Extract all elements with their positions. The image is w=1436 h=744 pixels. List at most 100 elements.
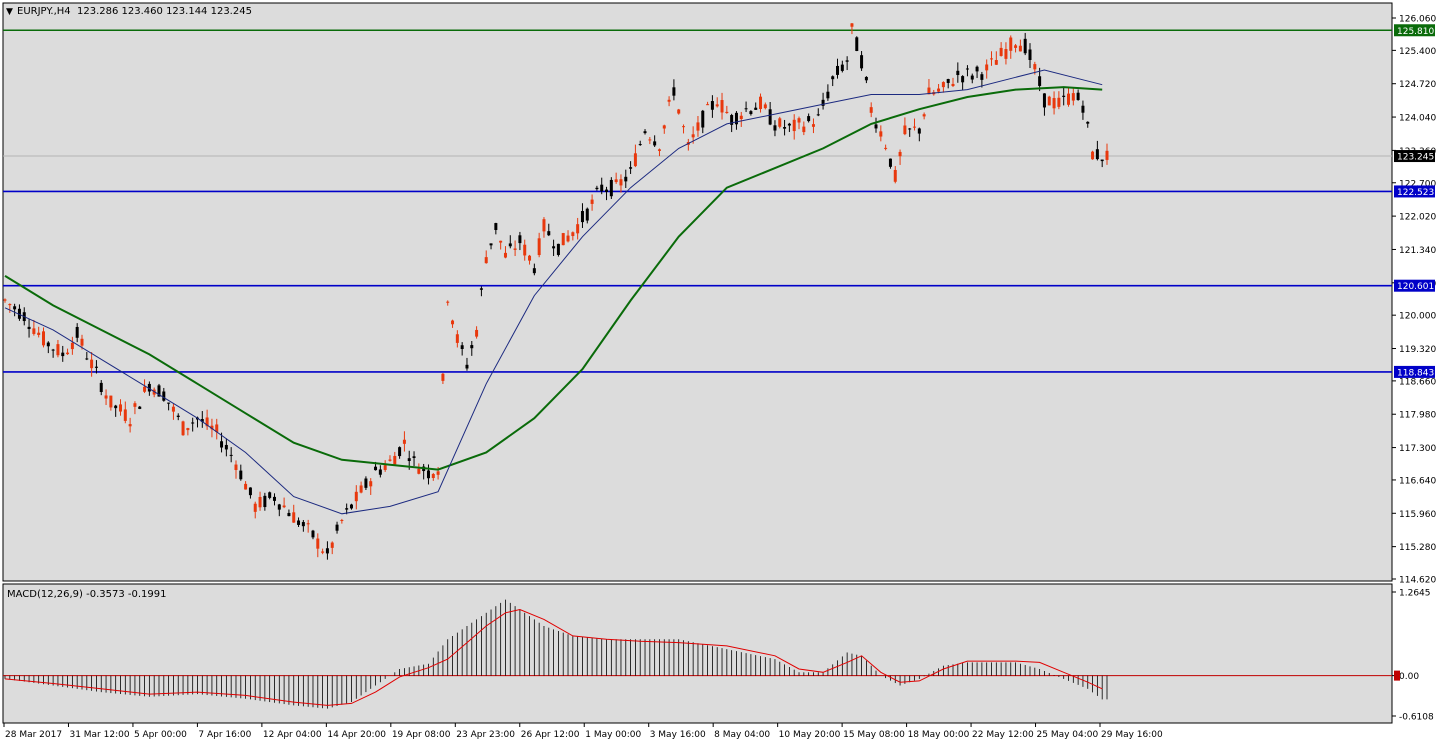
level-price-tag	[1394, 365, 1435, 378]
candle-bear	[75, 326, 79, 338]
candle-bull	[994, 60, 998, 65]
candle-bull	[797, 118, 801, 123]
candle-bear	[508, 243, 512, 247]
candle-bear	[826, 91, 830, 99]
candle-bull	[446, 301, 450, 303]
candle-bear	[138, 406, 142, 409]
candle-bull	[210, 425, 214, 430]
horizontal-levels	[3, 29, 1392, 373]
candle-bear	[547, 231, 551, 236]
candle-bear	[580, 211, 584, 223]
symbol-label: EURJPY.,H4	[17, 6, 71, 17]
candle-bull	[133, 403, 137, 407]
candle-bear	[268, 492, 272, 498]
candle-bear	[13, 306, 17, 310]
time-tick-label: 14 Apr 20:00	[327, 730, 386, 740]
candle-bull	[143, 386, 147, 392]
candle-bull	[32, 328, 36, 334]
price-tags: 125.810 122.523 120.601 118.843 123.245	[1394, 24, 1435, 681]
price-tick-label: 117.980	[1399, 411, 1436, 421]
ma-slow-line	[4, 86, 1103, 471]
candle-bear	[1100, 159, 1104, 162]
candle-bear	[730, 115, 734, 125]
candle-bear	[836, 65, 840, 75]
candle-bull	[499, 240, 503, 243]
candle-bear	[27, 326, 31, 330]
candle-bull	[922, 114, 926, 117]
candle-bull	[253, 503, 257, 512]
candle-bull	[619, 179, 623, 186]
candle-bull	[431, 474, 435, 478]
candle-bear	[470, 345, 474, 349]
candle-bull	[354, 491, 358, 502]
current-price-tag	[1394, 150, 1435, 163]
candle-bull	[763, 104, 767, 109]
time-tick-label: 8 May 04:00	[714, 730, 770, 740]
candle-bear	[605, 189, 609, 192]
price-tick-label: 115.960	[1399, 510, 1436, 520]
price-tick-label: 115.280	[1399, 543, 1436, 553]
level-price-tag-label: 120.601	[1397, 282, 1434, 292]
time-tick-label: 22 May 12:00	[972, 730, 1034, 740]
candle-bull	[576, 224, 580, 234]
candle-bear	[768, 109, 772, 125]
time-tick-label: 26 Apr 12:00	[521, 730, 580, 740]
candle-bull	[1014, 45, 1018, 48]
level-price-tag	[1394, 24, 1435, 37]
candle-bear	[349, 504, 353, 509]
ohlc-readout: 123.286 123.460 123.144 123.245	[77, 6, 252, 17]
price-pane[interactable]	[2, 2, 1393, 582]
candle-bull	[503, 252, 507, 258]
candle-bear	[465, 364, 469, 369]
candle-bear	[556, 243, 560, 255]
candle-bear	[672, 87, 676, 96]
time-tick-label: 23 Apr 23:00	[456, 730, 515, 740]
candle-bear	[888, 158, 892, 167]
candle-bear	[94, 366, 98, 368]
candle-bear	[1076, 92, 1080, 101]
time-tick-label: 25 May 04:00	[1037, 730, 1099, 740]
candle-bull	[682, 126, 686, 128]
macd-pane[interactable]	[2, 583, 1393, 724]
candle-bear	[301, 522, 305, 527]
candle-bull	[8, 304, 12, 306]
candle-bear	[272, 496, 276, 501]
candle-bull	[66, 352, 70, 355]
candle-bull	[739, 115, 743, 120]
macd-tick-label: 1.2645	[1399, 589, 1431, 599]
time-tick-label: 28 Mar 2017	[5, 730, 62, 740]
candle-bull	[56, 344, 60, 356]
candle-bear	[864, 76, 868, 81]
candle-bull	[1033, 64, 1037, 70]
candle-bull	[677, 109, 681, 114]
candle-bear	[908, 128, 912, 130]
candle-bear	[398, 447, 402, 457]
candle-bull	[869, 107, 873, 113]
candle-bear	[345, 508, 349, 510]
candle-bull	[369, 481, 373, 487]
chart-menu-triangle-icon[interactable]: ▼	[6, 7, 13, 17]
candle-bull	[340, 519, 344, 521]
candle-bear	[585, 208, 589, 221]
candle-bear	[412, 456, 416, 458]
candle-bear	[701, 110, 705, 128]
candle-bear	[710, 101, 714, 110]
candle-bear	[176, 415, 180, 417]
candle-bear	[946, 79, 950, 83]
time-tick-label: 1 May 00:00	[585, 730, 641, 740]
price-tick-label: 116.640	[1399, 476, 1436, 486]
candle-bear	[961, 76, 965, 83]
time-tick-label: 15 May 08:00	[843, 730, 905, 740]
candle-bull	[484, 257, 488, 264]
candle-bear	[99, 382, 103, 392]
candle-bull	[614, 179, 618, 183]
candle-bear	[460, 345, 464, 350]
candle-bull	[898, 151, 902, 157]
candle-bull	[1071, 93, 1075, 101]
candle-bull	[561, 233, 565, 246]
candle-bear	[629, 167, 633, 169]
time-tick-label: 29 May 16:00	[1101, 730, 1163, 740]
candlesticks	[3, 23, 1109, 560]
candle-bull	[171, 406, 175, 412]
candle-bear	[609, 179, 613, 197]
